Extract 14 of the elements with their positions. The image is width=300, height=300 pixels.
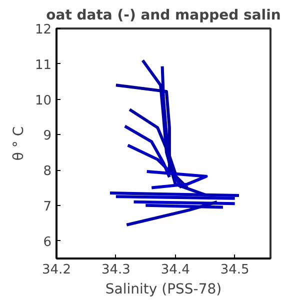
y-tick-label: 8 xyxy=(43,164,52,180)
chart-title: oat data (-) and mapped salin xyxy=(46,8,281,24)
y-tick-label: 6 xyxy=(43,234,52,250)
y-axis-title: θ ° C xyxy=(10,126,27,161)
x-tick-label: 34.2 xyxy=(42,262,71,278)
x-tick-label: 34.4 xyxy=(160,262,190,278)
y-tick-label: 12 xyxy=(34,22,52,38)
x-tick-label: 34.3 xyxy=(101,262,130,278)
x-tick-label: 34.5 xyxy=(220,262,250,278)
y-tick-label: 10 xyxy=(34,93,52,108)
y-tick-label: 11 xyxy=(34,58,52,73)
y-tick-label: 9 xyxy=(43,128,52,144)
x-axis-title: Salinity (PSS-78) xyxy=(105,282,222,298)
y-tick-label: 7 xyxy=(43,199,52,214)
